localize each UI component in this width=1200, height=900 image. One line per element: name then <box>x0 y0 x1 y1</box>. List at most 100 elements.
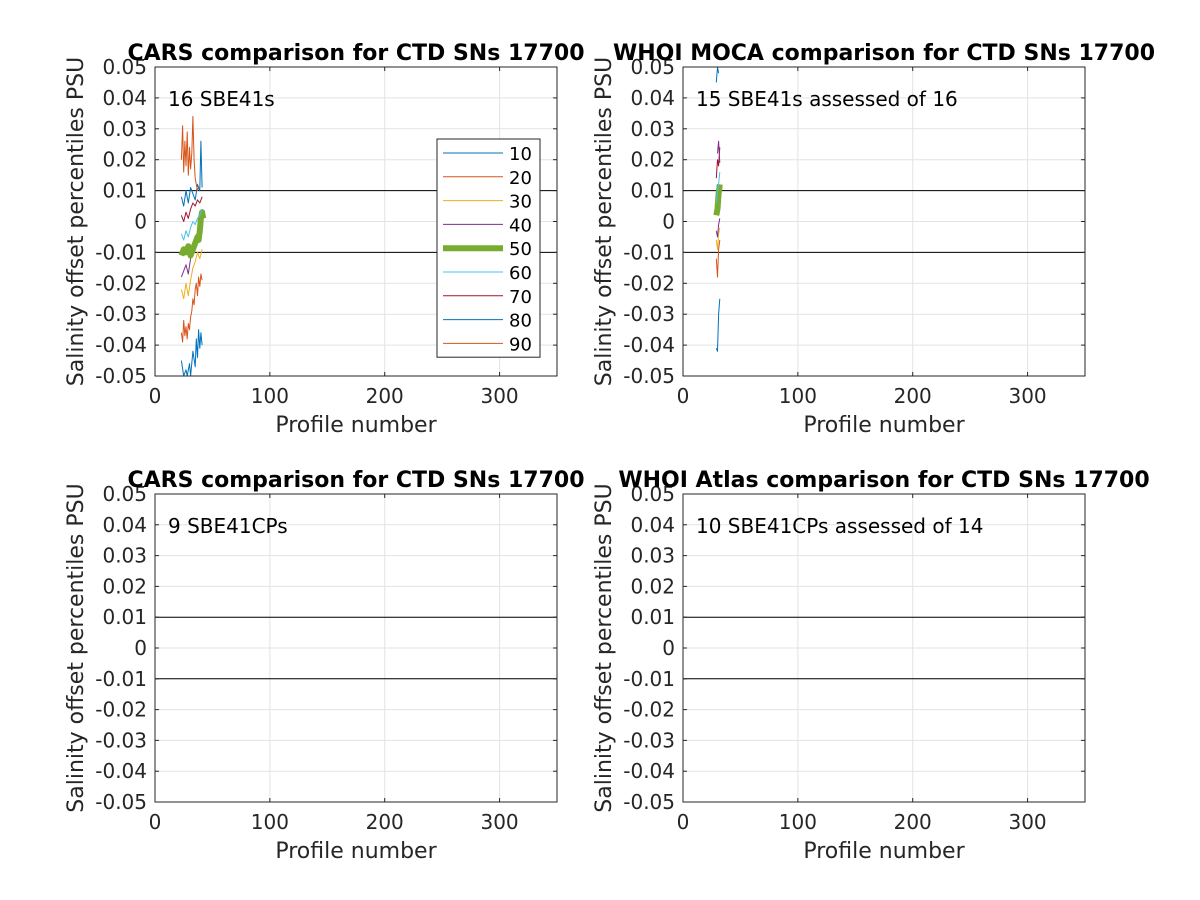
x-tick-label: 0 <box>677 384 690 408</box>
x-tick-label: 300 <box>1008 810 1046 834</box>
x-tick-label: 0 <box>149 810 162 834</box>
annotation-text: 16 SBE41s <box>168 87 275 111</box>
chart-panel-2: -0.05 -0.04 -0.03 -0.02 -0.01 0 0.01 0.02 0.03 0.… <box>592 41 1155 438</box>
y-tick-label: 0.03 <box>630 117 675 141</box>
y-tick-label: -0.01 <box>623 240 675 264</box>
x-axis-label: Profile number <box>803 839 965 864</box>
series-line-60 <box>180 208 203 241</box>
y-tick-label: -0.03 <box>95 728 147 752</box>
legend-label-80: 80 <box>509 311 532 332</box>
x-tick-label: 300 <box>1008 384 1046 408</box>
y-tick-label: -0.05 <box>623 790 675 814</box>
x-tick-label: 300 <box>480 384 518 408</box>
y-axis-label: Salinity offset percentiles PSU <box>64 57 89 386</box>
x-axis-label: Profile number <box>275 413 437 438</box>
y-tick-label: 0.04 <box>630 86 675 110</box>
chart-title: CARS comparison for CTD SNs 17700 <box>127 468 584 493</box>
y-tick-label: 0 <box>134 636 147 660</box>
chart-title: CARS comparison for CTD SNs 17700 <box>127 41 584 66</box>
y-tick-label: 0.05 <box>102 482 147 506</box>
y-tick-label: -0.05 <box>623 364 675 388</box>
y-tick-label: -0.04 <box>623 759 675 783</box>
chart-panel-1: -0.05 -0.04 -0.03 -0.02 -0.01 0 0.01 0.02 0.03 0.… <box>64 41 585 438</box>
y-axis-label: Salinity offset percentiles PSU <box>592 483 617 812</box>
y-tick-label: -0.02 <box>623 698 675 722</box>
x-tick-label: 300 <box>480 810 518 834</box>
series-line-60 <box>715 172 721 204</box>
y-tick-label: 0 <box>662 210 675 234</box>
y-tick-label: 0.02 <box>102 148 147 172</box>
y-tick-label: -0.01 <box>95 240 147 264</box>
series-line-10 <box>180 329 203 377</box>
series-line-90 <box>717 140 721 163</box>
y-tick-label: -0.02 <box>95 271 147 295</box>
legend-label-20: 20 <box>509 168 532 189</box>
y-tick-label: -0.03 <box>623 302 675 326</box>
series-line-90 <box>180 115 200 192</box>
y-tick-label: 0.05 <box>630 482 675 506</box>
y-tick-label: -0.04 <box>95 333 147 357</box>
y-tick-label: -0.01 <box>623 667 675 691</box>
series-line-70 <box>180 196 203 222</box>
y-tick-label: -0.05 <box>95 364 147 388</box>
y-axis-label: Salinity offset percentiles PSU <box>64 483 89 812</box>
x-axis-label: Profile number <box>803 413 965 438</box>
y-tick-label: -0.05 <box>95 790 147 814</box>
series-line-50 <box>178 209 207 259</box>
y-tick-label: 0.03 <box>102 117 147 141</box>
legend-label-50: 50 <box>509 239 532 260</box>
legend-label-40: 40 <box>509 215 532 236</box>
x-tick-label: 200 <box>366 384 404 408</box>
y-tick-label: 0.04 <box>102 86 147 110</box>
y-tick-label: 0.04 <box>630 513 675 537</box>
series-line-80 <box>180 140 203 207</box>
y-tick-label: 0.03 <box>630 544 675 568</box>
y-tick-label: -0.04 <box>623 333 675 357</box>
y-axis-label: Salinity offset percentiles PSU <box>592 57 617 386</box>
x-tick-label: 100 <box>251 384 289 408</box>
x-tick-label: 200 <box>894 384 932 408</box>
y-tick-label: 0.01 <box>102 179 147 203</box>
y-tick-label: -0.03 <box>95 302 147 326</box>
x-tick-label: 200 <box>894 810 932 834</box>
series-line-30 <box>180 249 203 300</box>
legend-label-70: 70 <box>509 287 532 308</box>
legend-label-60: 60 <box>509 263 532 284</box>
y-tick-label: 0.04 <box>102 513 147 537</box>
y-tick-label: -0.01 <box>95 667 147 691</box>
annotation-text: 10 SBE41CPs assessed of 14 <box>696 514 983 538</box>
y-tick-label: 0.05 <box>630 55 675 79</box>
series-line-10 <box>715 298 721 352</box>
y-tick-label: -0.04 <box>95 759 147 783</box>
y-tick-label: 0.01 <box>630 605 675 629</box>
y-tick-label: 0.05 <box>102 55 147 79</box>
legend-label-90: 90 <box>509 334 532 355</box>
legend-label-30: 30 <box>509 192 532 213</box>
y-tick-label: -0.03 <box>623 728 675 752</box>
y-tick-label: -0.02 <box>95 698 147 722</box>
series-line-50 <box>713 184 723 216</box>
y-tick-label: 0.02 <box>630 574 675 598</box>
y-tick-label: 0.02 <box>630 148 675 172</box>
x-tick-label: 0 <box>149 384 162 408</box>
legend-label-10: 10 <box>509 144 532 165</box>
x-tick-label: 0 <box>677 810 690 834</box>
y-tick-label: 0.01 <box>630 179 675 203</box>
series-line-20 <box>715 239 721 278</box>
x-tick-label: 100 <box>779 810 817 834</box>
x-tick-label: 200 <box>366 810 404 834</box>
y-tick-label: 0 <box>134 210 147 234</box>
annotation-text: 9 SBE41CPs <box>168 514 288 538</box>
y-tick-label: 0.01 <box>102 605 147 629</box>
x-tick-label: 100 <box>251 810 289 834</box>
chart-title: WHOI MOCA comparison for CTD SNs 17700 <box>613 41 1155 66</box>
series-line-30 <box>715 227 721 250</box>
y-tick-label: -0.02 <box>623 271 675 295</box>
chart-title: WHOI Atlas comparison for CTD SNs 17700 <box>618 468 1149 493</box>
y-tick-label: 0.03 <box>102 544 147 568</box>
series-line-20 <box>180 273 203 343</box>
chart-panel-3: -0.05 -0.04 -0.03 -0.02 -0.01 0 0.01 0.02 0.03 0.… <box>64 468 585 864</box>
series-line-40 <box>715 218 721 238</box>
annotation-text: 15 SBE41s assessed of 16 <box>696 87 958 111</box>
